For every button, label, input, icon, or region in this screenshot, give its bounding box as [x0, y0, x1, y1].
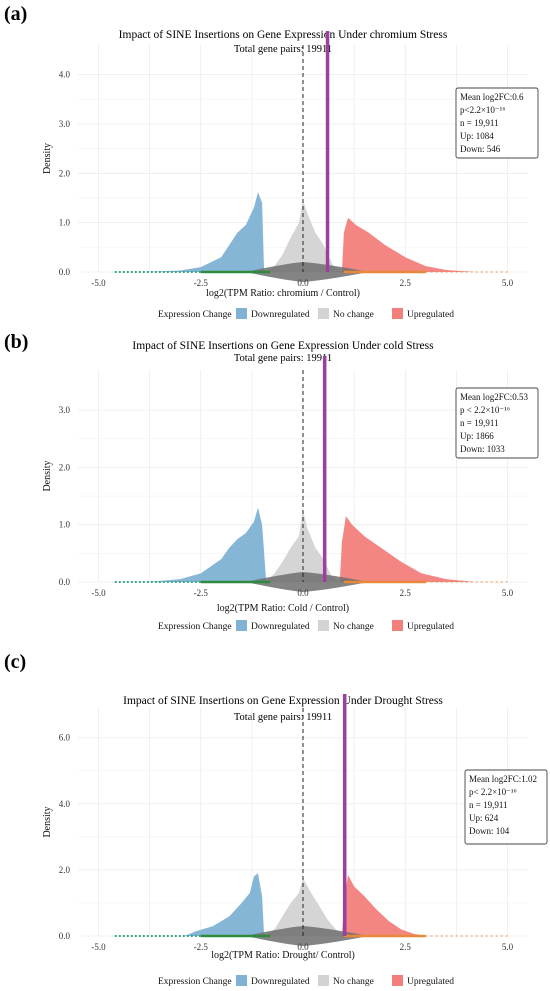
legend-title: Expression Change [158, 977, 232, 986]
y-tick-label: 0.0 [59, 931, 71, 941]
x-tick-label: 2.5 [400, 588, 412, 598]
stats-box [464, 769, 548, 845]
stats-line: n = 19,911 [460, 418, 499, 428]
x-axis-label: log2(TPM Ratio: Drought/ Control) [211, 950, 355, 961]
x-tick-label: -2.5 [194, 942, 209, 952]
y-axis-label: Density [42, 143, 53, 174]
y-tick-label: 1.0 [59, 218, 71, 228]
density-area-upregulated [341, 217, 475, 272]
x-tick-label: -5.0 [91, 278, 106, 288]
panel-letter: (c) [4, 651, 26, 673]
y-axis-label: Density [42, 460, 53, 491]
x-tick-label: 5.0 [502, 588, 514, 598]
stats-line: Up: 1084 [460, 131, 494, 141]
stats-box [455, 87, 539, 159]
legend-title: Expression Change [158, 622, 232, 632]
panel-a: (a) Impact of SINE Insertions on Gene Exp… [0, 0, 550, 330]
density-area-upregulated [341, 874, 426, 936]
x-tick-label: 2.5 [400, 278, 412, 288]
y-tick-label: 4.0 [59, 70, 71, 80]
density-area-downregulated [147, 192, 265, 272]
y-tick-label: 2.0 [59, 168, 71, 178]
stats-line: Mean log2FC:0.53 [460, 392, 529, 402]
y-tick-label: 4.0 [59, 799, 71, 809]
chart-title: Impact of SINE Insertions on Gene Expres… [123, 695, 443, 707]
y-axis-label: Density [42, 806, 53, 837]
stats-line: Mean log2FC:0.6 [460, 92, 524, 102]
density-chart-c: (c) Impact of SINE Insertions on Gene Exp… [4, 651, 548, 987]
violin-summary [245, 926, 369, 946]
stats-line: Up: 1866 [460, 431, 494, 441]
stats-line: n = 19,911 [460, 118, 499, 128]
legend-swatch [392, 620, 403, 631]
legend-label: Upregulated [407, 977, 454, 986]
stats-line: p<2.2×10⁻¹⁶ [460, 105, 506, 115]
legend-swatch [318, 620, 329, 631]
y-tick-label: 0.0 [59, 267, 71, 277]
y-tick-label: 6.0 [59, 733, 71, 743]
density-area-downregulated [147, 507, 267, 582]
legend-swatch [392, 975, 403, 986]
chart-subtitle: Total gene pairs: 19911 [234, 353, 332, 364]
chart-title: Impact of SINE Insertions on Gene Expres… [119, 29, 448, 41]
legend-swatch [236, 975, 247, 986]
y-tick-label: 1.0 [59, 520, 71, 530]
violin-summary [245, 262, 369, 282]
x-tick-label: 0.0 [297, 278, 309, 288]
x-tick-label: -5.0 [91, 942, 106, 952]
legend-swatch [236, 308, 247, 319]
chart-subtitle: Total gene pairs: 19911 [234, 712, 332, 723]
density-area-downregulated [184, 873, 265, 936]
violin-summary [245, 572, 369, 592]
stats-line: n = 19,911 [469, 800, 508, 810]
legend-label: Upregulated [407, 310, 454, 320]
density-area-upregulated [339, 516, 475, 582]
x-axis-label: log2(TPM Ratio: Cold / Control) [217, 603, 349, 614]
panel-letter: (b) [4, 331, 28, 353]
legend-swatch [318, 975, 329, 986]
x-tick-label: -2.5 [194, 278, 209, 288]
x-tick-label: 5.0 [502, 942, 514, 952]
legend-label: Downregulated [251, 310, 310, 320]
stats-line: Down: 1033 [460, 444, 505, 454]
stats-line: Up: 624 [469, 813, 499, 823]
legend-label: Downregulated [251, 622, 310, 632]
legend-label: Downregulated [251, 977, 310, 986]
x-tick-label: -2.5 [194, 588, 209, 598]
panel-b: (b) Impact of SINE Insertions on Gene Exp… [0, 330, 550, 650]
chart-title: Impact of SINE Insertions on Gene Expres… [132, 340, 434, 352]
stats-box [455, 387, 539, 459]
y-tick-label: 3.0 [59, 405, 71, 415]
stats-line: Down: 546 [460, 144, 501, 154]
y-tick-label: 2.0 [59, 865, 71, 875]
density-chart-a: (a) Impact of SINE Insertions on Gene Exp… [4, 3, 539, 320]
y-tick-label: 0.0 [59, 577, 71, 587]
stats-line: p < 2.2×10⁻¹⁶ [460, 405, 510, 415]
legend-label: No change [333, 977, 374, 986]
legend-label: No change [333, 622, 374, 632]
stats-line: Mean log2FC:1.02 [469, 774, 537, 784]
y-tick-label: 2.0 [59, 462, 71, 472]
x-tick-label: 2.5 [400, 942, 412, 952]
x-tick-label: 0.0 [297, 942, 309, 952]
legend-swatch [318, 308, 329, 319]
legend-swatch [392, 308, 403, 319]
x-axis-label: log2(TPM Ratio: chromium / Control) [206, 288, 360, 299]
panel-c: (c) Impact of SINE Insertions on Gene Exp… [0, 650, 550, 987]
x-tick-label: 0.0 [297, 588, 309, 598]
x-tick-label: -5.0 [91, 588, 106, 598]
chart-subtitle: Total gene pairs: 19911 [234, 44, 332, 55]
x-tick-label: 5.0 [502, 278, 514, 288]
legend-title: Expression Change [158, 310, 232, 320]
legend-label: Upregulated [407, 622, 454, 632]
legend-label: No change [333, 310, 374, 320]
density-chart-b: (b) Impact of SINE Insertions on Gene Exp… [4, 331, 539, 632]
stats-line: Down: 104 [469, 826, 510, 836]
stats-line: p< 2.2×10⁻¹⁶ [469, 787, 517, 797]
panel-letter: (a) [4, 3, 27, 25]
y-tick-label: 3.0 [59, 119, 71, 129]
legend-swatch [236, 620, 247, 631]
